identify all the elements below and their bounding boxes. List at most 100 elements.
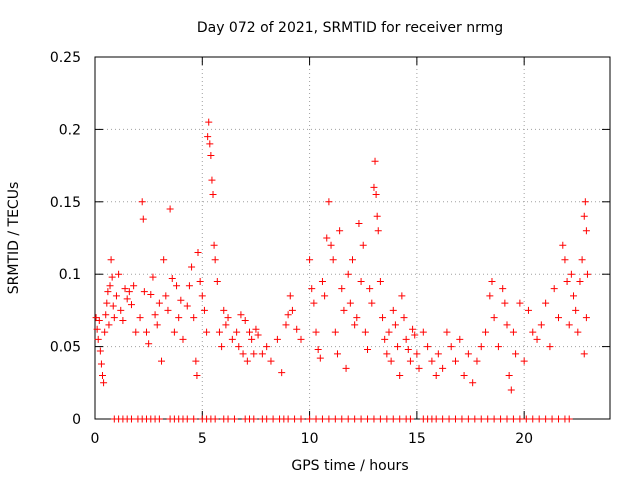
data-point xyxy=(200,306,208,314)
data-point xyxy=(415,364,423,372)
data-point xyxy=(374,227,382,235)
data-point xyxy=(501,299,509,307)
data-point xyxy=(349,256,356,264)
x-tick-label: 20 xyxy=(515,431,533,447)
data-point xyxy=(230,415,238,423)
data-point xyxy=(402,335,410,343)
data-point xyxy=(293,325,301,333)
y-tick-label: 0 xyxy=(72,412,81,428)
data-point xyxy=(581,198,589,206)
data-point xyxy=(533,335,541,343)
data-point xyxy=(267,357,275,365)
data-point xyxy=(469,379,477,387)
data-point xyxy=(160,256,168,264)
data-point xyxy=(344,270,352,278)
data-point xyxy=(385,328,393,336)
data-point xyxy=(177,296,185,304)
data-point xyxy=(185,282,193,290)
data-point xyxy=(464,350,472,358)
data-point xyxy=(396,372,404,380)
data-point xyxy=(204,133,212,141)
data-point xyxy=(537,321,545,329)
data-point xyxy=(170,328,178,336)
data-point xyxy=(509,328,517,336)
data-point xyxy=(100,379,108,387)
data-point xyxy=(250,415,258,423)
data-point xyxy=(370,415,378,423)
data-point xyxy=(127,301,135,309)
data-point xyxy=(243,357,251,365)
data-point xyxy=(443,328,451,336)
data-point xyxy=(333,350,341,358)
data-point xyxy=(288,306,296,314)
data-point xyxy=(398,292,406,300)
data-point xyxy=(439,415,447,423)
data-point xyxy=(139,215,147,223)
data-point xyxy=(529,415,537,423)
x-tick-label: 10 xyxy=(301,431,319,447)
data-point xyxy=(136,314,144,322)
data-point xyxy=(473,357,481,365)
data-point xyxy=(439,364,447,372)
data-point xyxy=(432,415,440,423)
data-point xyxy=(108,273,116,281)
data-point xyxy=(215,328,223,336)
data-point xyxy=(497,415,505,423)
data-point xyxy=(550,285,558,293)
data-point xyxy=(351,415,359,423)
data-point xyxy=(162,292,170,300)
data-point xyxy=(291,415,299,423)
grid-lines xyxy=(95,57,610,419)
data-point xyxy=(364,345,372,353)
data-point xyxy=(312,328,320,336)
data-point xyxy=(565,415,573,423)
data-point xyxy=(331,328,339,336)
data-point xyxy=(482,328,490,336)
data-point xyxy=(361,328,369,336)
data-point xyxy=(477,415,485,423)
data-point xyxy=(123,295,131,303)
data-point xyxy=(413,350,421,358)
data-point xyxy=(486,292,494,300)
data-point xyxy=(228,335,236,343)
data-point xyxy=(164,306,172,314)
data-point xyxy=(516,299,524,307)
data-point xyxy=(578,256,586,264)
data-point xyxy=(419,328,427,336)
x-tick-label: 15 xyxy=(408,431,426,447)
data-point xyxy=(555,415,562,423)
data-point xyxy=(105,321,113,329)
data-point xyxy=(542,299,550,307)
data-point xyxy=(376,277,384,285)
data-point xyxy=(389,306,397,314)
data-point xyxy=(145,340,153,348)
data-point xyxy=(391,321,399,329)
data-point xyxy=(329,256,337,264)
data-point xyxy=(565,321,573,329)
data-point xyxy=(196,277,204,285)
data-point xyxy=(546,343,554,351)
data-point xyxy=(512,350,520,358)
data-point xyxy=(149,273,157,281)
data-point xyxy=(364,415,372,423)
data-point xyxy=(379,314,387,322)
y-tick-label: 0.15 xyxy=(50,195,81,211)
data-point xyxy=(203,328,211,336)
data-point xyxy=(106,282,114,290)
data-point xyxy=(318,277,326,285)
data-point xyxy=(193,372,201,380)
y-tick-label: 0.05 xyxy=(50,340,81,356)
data-point xyxy=(310,299,318,307)
data-point xyxy=(344,415,352,423)
data-point xyxy=(325,415,333,423)
data-point xyxy=(445,415,453,423)
data-point xyxy=(357,415,365,423)
data-point xyxy=(192,357,200,365)
data-point xyxy=(373,212,381,220)
data-point xyxy=(452,415,459,423)
data-point xyxy=(218,343,226,351)
data-point xyxy=(286,292,294,300)
data-point xyxy=(342,364,350,372)
data-point xyxy=(211,415,219,423)
data-point xyxy=(583,270,591,278)
